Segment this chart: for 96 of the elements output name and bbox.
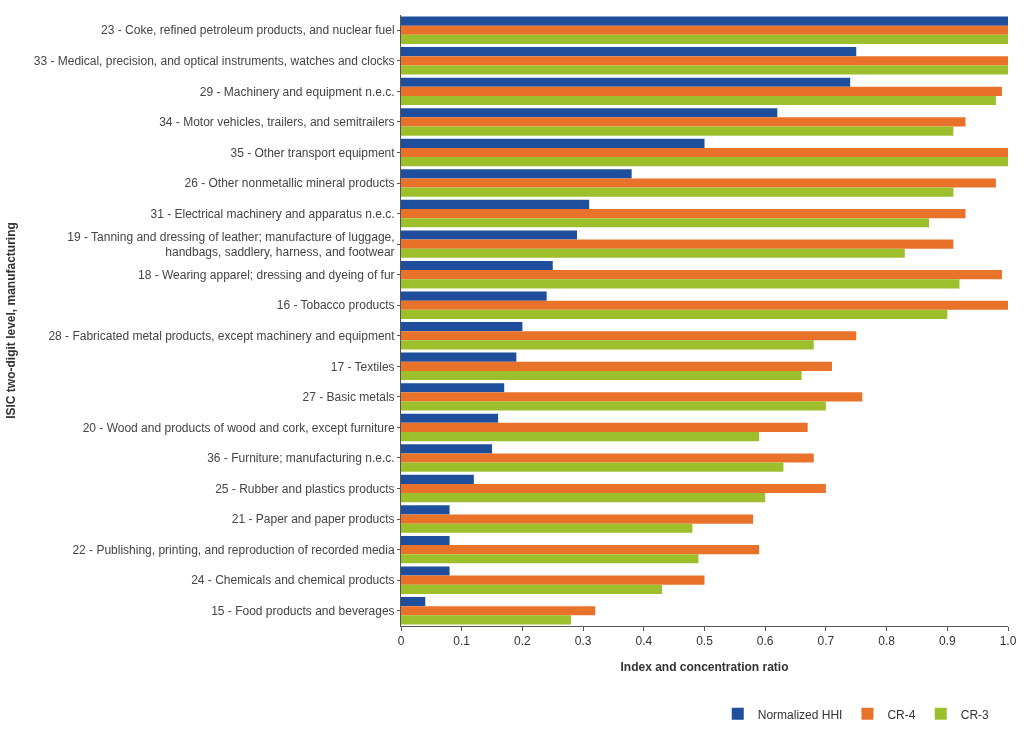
x-axis-title: Index and concentration ratio (620, 660, 789, 675)
bar (401, 95, 996, 106)
bar (401, 361, 832, 371)
bar (401, 331, 857, 341)
x-tick-label: 0.8 (878, 634, 896, 649)
bar (401, 615, 571, 625)
bar (401, 56, 1008, 66)
legend-label: CR-3 (960, 707, 990, 722)
bar (401, 545, 760, 555)
y-tick-label: 15 - Food products and beverages (211, 603, 395, 618)
bar (401, 432, 760, 442)
bar (401, 474, 474, 484)
bar (401, 65, 1008, 75)
bar (401, 147, 1008, 158)
bar (401, 535, 450, 546)
y-tick-label: 22 - Publishing, printing, and reproduction of recorded media (72, 542, 395, 557)
bar (401, 47, 857, 57)
bar (401, 566, 450, 576)
bar (401, 483, 826, 494)
x-tick-label: 1.0 (999, 634, 1017, 649)
bar (401, 422, 808, 433)
x-tick-label: 0.6 (756, 634, 774, 649)
x-tick-label: 0 (397, 634, 405, 649)
bar (401, 584, 663, 594)
x-tick-label: 0.5 (696, 634, 714, 649)
bar (401, 126, 954, 136)
y-tick-label: 36 - Furniture; manufacturing n.e.c. (207, 451, 395, 466)
y-tick-label: 29 - Machinery and equipment n.e.c. (199, 84, 395, 99)
bar (401, 444, 493, 454)
bar (401, 157, 1008, 167)
bar (401, 554, 699, 564)
bar (401, 401, 826, 411)
bar (401, 279, 960, 289)
x-tick-label: 0.4 (635, 634, 653, 649)
bar (401, 218, 930, 228)
bar (401, 230, 578, 240)
legend-label: Normalized HHI (757, 707, 843, 722)
bar (401, 208, 966, 219)
y-tick-label: 19 - Tanning and dressing of leather; manufacture of luggage, handbags, saddlery, harness, and footwear (67, 229, 395, 260)
bar (401, 575, 705, 585)
bar (401, 514, 754, 524)
y-tick-label: 24 - Chemicals and chemical products (191, 573, 395, 588)
bar (401, 505, 450, 515)
y-tick-label: 31 - Electrical machinery and apparatus n.e.c. (150, 206, 395, 221)
bar (401, 34, 1008, 45)
bar (401, 77, 851, 87)
x-tick-label: 0.7 (817, 634, 835, 649)
y-tick-label: 17 - Textiles (330, 359, 395, 374)
bar (401, 291, 547, 301)
y-tick-label: 25 - Rubber and plastics products (215, 481, 395, 496)
y-tick-label: 20 - Wood and products of wood and cork, except furniture (82, 420, 395, 435)
bar (401, 239, 954, 249)
y-tick-label: 26 - Other nonmetallic mineral products (184, 176, 395, 191)
bar (401, 270, 1002, 280)
bar (401, 260, 553, 271)
bar (401, 606, 596, 616)
y-tick-label: 16 - Tobacco products (276, 298, 395, 313)
bar (401, 169, 632, 179)
y-tick-label: 35 - Other transport equipment (230, 145, 396, 160)
bar (401, 86, 1002, 96)
y-tick-label: 33 - Medical, precision, and optical instruments, watches and clocks (33, 54, 395, 69)
bar (401, 16, 1008, 26)
y-tick-label: 18 - Wearing apparel; dressing and dyeing of fur (137, 267, 395, 282)
x-tick-label: 0.9 (938, 634, 956, 649)
bar (401, 453, 814, 463)
bar (401, 340, 814, 350)
bar (401, 493, 766, 503)
y-tick-label: 21 - Paper and paper products (231, 512, 395, 527)
y-tick-label: 34 - Motor vehicles, trailers, and semitrailers (159, 115, 395, 130)
bar (401, 370, 802, 381)
bar (401, 199, 590, 209)
y-tick-label: 28 - Fabricated metal products, except machinery and equipment (48, 328, 396, 343)
bar (401, 392, 863, 402)
bar (401, 300, 1008, 310)
bar (401, 462, 784, 472)
legend-label: CR-4 (887, 707, 916, 722)
bar (401, 383, 505, 393)
bar (401, 178, 996, 188)
bar (401, 138, 705, 148)
bar (401, 523, 693, 533)
x-tick-label: 0.2 (514, 634, 532, 649)
y-axis-title: ISIC two-digit level, manufacturing (4, 222, 19, 419)
bar (401, 25, 1008, 35)
y-tick-label: 27 - Basic metals (302, 390, 395, 405)
bar (401, 352, 517, 362)
bar (401, 413, 499, 423)
bar (401, 117, 966, 127)
bar (401, 248, 905, 258)
y-tick-label: 23 - Coke, refined petroleum products, and nuclear fuel (101, 23, 395, 38)
bar (401, 108, 778, 118)
x-tick-label: 0.3 (574, 634, 592, 649)
bar (401, 309, 948, 319)
bar (401, 596, 426, 607)
bar (401, 322, 523, 332)
bar (401, 187, 954, 197)
x-tick-label: 0.1 (453, 634, 471, 649)
